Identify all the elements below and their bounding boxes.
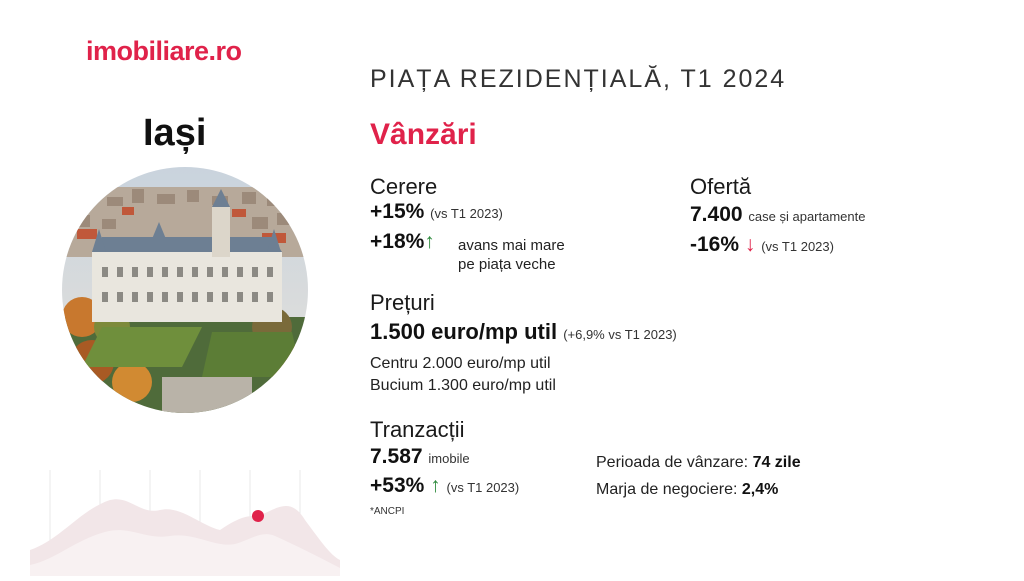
perioada-label: Perioada de vânzare: xyxy=(596,454,749,471)
cerere-value2-text: +18% xyxy=(370,230,425,253)
brand-logo: imobiliare.ro xyxy=(86,36,242,67)
cerere-value2: +18%↑ xyxy=(370,230,435,254)
decorative-graph xyxy=(30,470,340,576)
cerere-note2-line1: avans mai mare xyxy=(458,237,565,254)
oferta-heading: Ofertă xyxy=(690,174,752,199)
tranzactii-value1: 7.587 imobile xyxy=(370,445,470,469)
cerere-value1: +15% (vs T1 2023) xyxy=(370,200,503,224)
graph-area-front xyxy=(30,530,340,576)
tranzactii-heading: Tranzacții xyxy=(370,417,465,442)
arrow-down-icon: ↓ xyxy=(744,233,756,256)
oferta-note1: case și apartamente xyxy=(748,209,866,224)
city-name: Iași xyxy=(143,112,207,154)
marja-negociere: Marja de negociere: 2,4% xyxy=(596,481,778,499)
preturi-value: 1.500 euro/mp util (+6,9% vs T1 2023) xyxy=(370,319,677,345)
decorative-graph-svg xyxy=(30,470,340,576)
perioada-value: 74 zile xyxy=(752,454,801,471)
oferta-value1-text: 7.400 xyxy=(690,203,743,226)
oferta-value1: 7.400 case și apartamente xyxy=(690,203,865,227)
preturi-zones: Centru 2.000 euro/mp util Bucium 1.300 e… xyxy=(370,353,556,397)
source-footnote: *ANCPI xyxy=(370,506,405,517)
oferta-value2-text: -16% xyxy=(690,233,740,256)
marja-value: 2,4% xyxy=(741,481,779,498)
report-title: PIAȚA REZIDENȚIALĂ, T1 2024 xyxy=(370,65,787,93)
preturi-zone-bucium: Bucium 1.300 euro/mp util xyxy=(370,377,556,394)
preturi-zone-centru: Centru 2.000 euro/mp util xyxy=(370,355,551,372)
preturi-heading: Prețuri xyxy=(370,290,435,315)
arrow-up-icon: ↑ xyxy=(430,474,441,497)
oferta-value2: -16% ↓ (vs T1 2023) xyxy=(690,233,834,257)
city-photo xyxy=(62,167,308,413)
cerere-value1-text: +15% xyxy=(370,200,425,223)
cerere-note2-line2: pe piața veche xyxy=(458,256,556,273)
logo-text: imobiliare.ro xyxy=(86,36,242,66)
cerere-note2: avans mai mare pe piața veche xyxy=(458,236,565,274)
oferta-note2: (vs T1 2023) xyxy=(761,239,834,254)
tranzactii-value2-text: +53% xyxy=(370,474,425,497)
tranzactii-value2: +53% ↑ (vs T1 2023) xyxy=(370,474,519,498)
cerere-note1: (vs T1 2023) xyxy=(430,206,503,221)
marja-label: Marja de negociere: xyxy=(596,481,738,498)
preturi-note: (+6,9% vs T1 2023) xyxy=(563,327,677,342)
palace-illustration xyxy=(62,167,308,413)
tranzactii-value1-text: 7.587 xyxy=(370,445,423,468)
graph-marker-dot xyxy=(252,510,264,522)
perioada-vanzare: Perioada de vânzare: 74 zile xyxy=(596,454,801,472)
tranzactii-note2: (vs T1 2023) xyxy=(446,480,520,495)
preturi-value-text: 1.500 euro/mp util xyxy=(370,319,558,344)
arrow-up-icon: ↑ xyxy=(424,230,435,253)
tranzactii-note1: imobile xyxy=(428,451,470,466)
section-title: Vânzări xyxy=(370,118,477,151)
cerere-heading: Cerere xyxy=(370,174,438,199)
